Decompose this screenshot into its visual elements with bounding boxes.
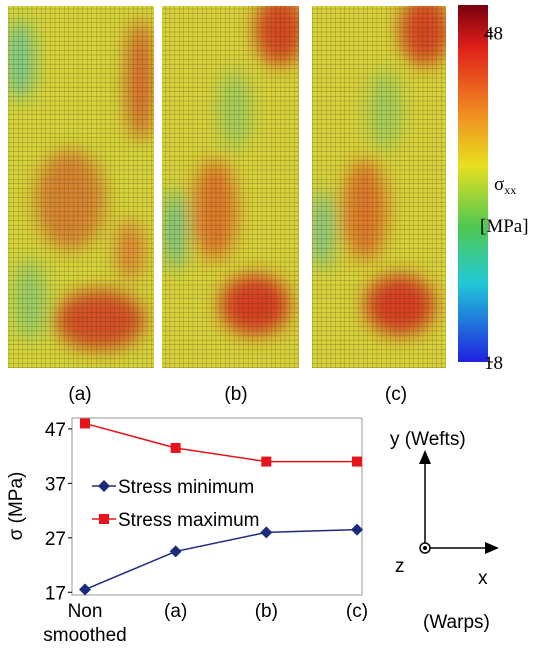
- legend-marker: [98, 480, 110, 492]
- arrow-head: [485, 542, 499, 554]
- y-tick-label: 17: [45, 583, 66, 604]
- panel-label: (c): [385, 384, 407, 405]
- y-tick-label: 37: [45, 474, 66, 495]
- point: [352, 456, 362, 467]
- legend-label: Stress maximum: [118, 510, 259, 531]
- point: [80, 418, 90, 429]
- x-axis-note: (Warps): [423, 612, 490, 633]
- point: [260, 526, 273, 539]
- point: [169, 545, 182, 558]
- y-axis-label: σ (MPa): [6, 472, 27, 541]
- plot-frame: [71, 417, 363, 596]
- arrow-head: [419, 450, 431, 464]
- legend-marker: [99, 514, 109, 524]
- series-line: [84, 528, 358, 591]
- colorbar-tick-label: 48: [484, 23, 503, 44]
- panel-label: (a): [68, 384, 91, 405]
- x-tick-label-line: smoothed: [43, 625, 126, 646]
- series-line: [84, 422, 357, 463]
- y-axis-name: y (Wefts): [390, 429, 466, 450]
- point: [79, 583, 91, 596]
- legend-label: Stress minimum: [118, 477, 254, 498]
- y-tick-label: 47: [45, 420, 66, 441]
- x-tick-label-line: Non: [68, 601, 103, 622]
- point: [261, 456, 272, 467]
- panel-label: (b): [224, 384, 247, 405]
- x-tick-label: (a): [164, 601, 187, 622]
- z-axis-symbol: [423, 546, 427, 550]
- point: [170, 442, 181, 453]
- colorbar-tick-label: 18: [484, 353, 503, 374]
- x-tick-label: Non smoothed: [43, 601, 126, 646]
- y-tick-label: 27: [45, 529, 66, 550]
- stress-map: [8, 6, 154, 368]
- colorbar-label: σxx: [494, 174, 516, 197]
- z-axis-name: z: [395, 556, 405, 577]
- x-tick-label: (b): [255, 601, 278, 622]
- colorbar: [458, 5, 488, 362]
- point: [351, 523, 363, 536]
- x-axis-name: x: [478, 568, 488, 589]
- x-tick-label: (c): [346, 601, 368, 622]
- stress-map: [162, 6, 299, 368]
- colorbar-unit: [MPa]: [480, 216, 529, 237]
- stress-map: [312, 6, 446, 368]
